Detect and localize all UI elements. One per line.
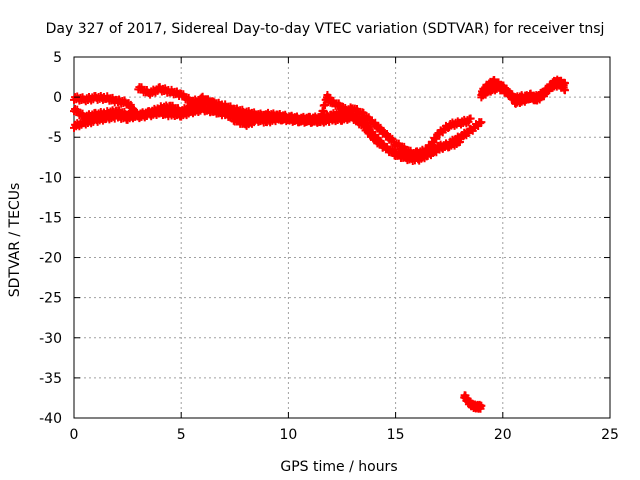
x-tick-label: 0 (70, 427, 79, 443)
data-points (70, 75, 569, 413)
data-point (455, 138, 464, 147)
data-point (347, 112, 356, 121)
data-point (477, 401, 486, 410)
y-tick-label: -20 (39, 251, 62, 267)
chart-title: Day 327 of 2017, Sidereal Day-to-day VTE… (46, 21, 605, 37)
y-tick-label: -40 (39, 411, 62, 427)
x-tick-label: 25 (601, 427, 619, 443)
y-tick-label: -25 (39, 291, 62, 307)
data-point (477, 118, 486, 127)
x-ticks: 0 5 10 15 20 25 (70, 57, 619, 443)
y-tick-label: -35 (39, 371, 62, 387)
series-track-c (70, 91, 475, 161)
x-tick-label: 15 (387, 427, 405, 443)
y-tick-label: -15 (39, 210, 62, 226)
data-point (466, 114, 475, 123)
y-axis-label: SDTVAR / TECUs (7, 183, 23, 298)
plot-border (73, 56, 611, 419)
series-outlier-tail (460, 391, 486, 413)
data-point (348, 113, 357, 122)
series-track-f (477, 79, 569, 105)
x-tick-label: 5 (177, 427, 186, 443)
y-tick-label: 0 (53, 90, 62, 106)
data-point (432, 134, 441, 143)
y-tick-label: -5 (48, 130, 62, 146)
x-tick-label: 20 (494, 427, 512, 443)
series-track-d (134, 83, 357, 127)
y-tick-label: 5 (53, 50, 62, 66)
y-tick-label: -10 (39, 170, 62, 186)
y-ticks: 5 0 -5 -10 -15 -20 -25 -30 -35 -40 (39, 50, 610, 427)
x-axis-label: GPS time / hours (280, 459, 397, 475)
y-tick-label: -30 (39, 331, 62, 347)
plot-frame (73, 56, 611, 419)
x-tick-label: 10 (279, 427, 297, 443)
data-point (560, 86, 569, 95)
